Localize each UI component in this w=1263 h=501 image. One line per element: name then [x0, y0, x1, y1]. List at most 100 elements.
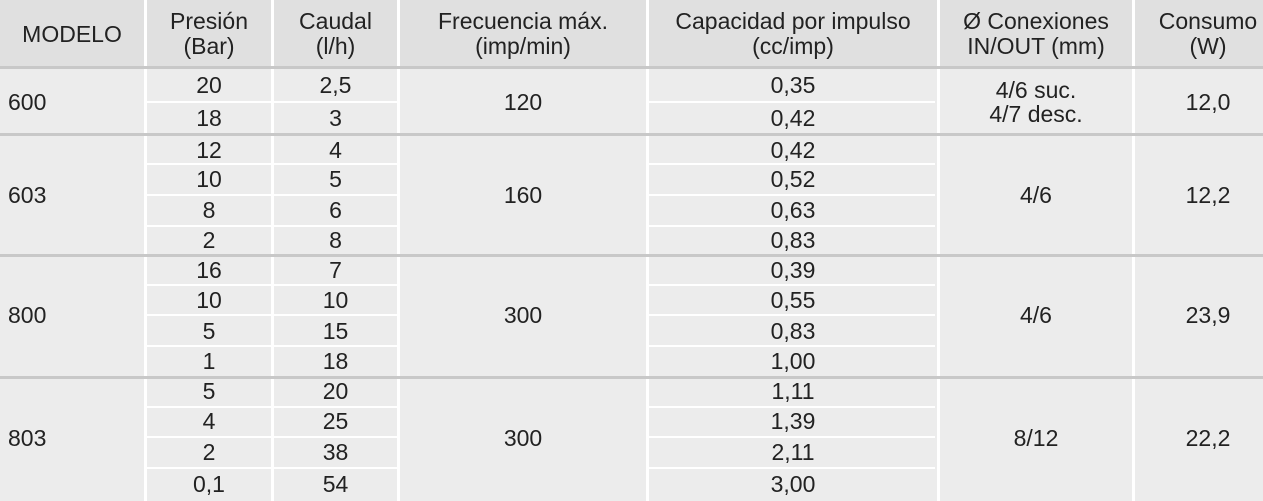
modelo-cell: 803: [0, 375, 144, 501]
row-divider: [647, 406, 935, 408]
row-divider: [274, 467, 397, 469]
row-divider: [0, 66, 1263, 69]
modelo-cell: 600: [0, 68, 144, 135]
presion-cell: 20: [147, 68, 271, 101]
header-consumo: Consumo (W): [1135, 0, 1263, 68]
capacidad-cell: 0,63: [649, 194, 937, 225]
caudal-cell: 25: [274, 406, 397, 436]
header-modelo: MODELO: [0, 0, 144, 68]
header-consumo-title: Consumo: [1158, 8, 1258, 34]
capacidad-cell: 2,11: [649, 436, 937, 467]
frecuencia-cell: 300: [400, 254, 646, 375]
presion-cell: 10: [147, 285, 271, 315]
capacidad-cell: 0,35: [649, 68, 937, 101]
header-conexiones-unit: IN/OUT (mm): [967, 33, 1105, 59]
row-divider: [0, 133, 1263, 136]
caudal-cell: 15: [274, 315, 397, 346]
caudal-cell: 18: [274, 346, 397, 375]
capacidad-cell: 0,55: [649, 285, 937, 315]
header-frecuencia-title: Frecuencia máx.: [437, 8, 608, 34]
row-divider: [274, 194, 397, 196]
presion-cell: 18: [147, 101, 271, 135]
consumo-cell: 12,0: [1135, 68, 1263, 135]
header-caudal: Caudal (l/h): [274, 0, 397, 68]
caudal-cell: 2,5: [274, 68, 397, 101]
header-caudal-title: Caudal: [299, 8, 372, 34]
caudal-cell: 54: [274, 467, 397, 501]
row-divider: [147, 101, 271, 103]
header-presion-unit: (Bar): [183, 33, 235, 59]
header-consumo-unit: (W): [1189, 33, 1227, 59]
caudal-cell: 20: [274, 375, 397, 406]
header-frecuencia: Frecuencia máx. (imp/min): [400, 0, 646, 68]
header-frecuencia-unit: (imp/min): [475, 33, 571, 59]
capacidad-cell: 3,00: [649, 467, 937, 501]
conexiones-line: 4/7 desc.: [989, 100, 1083, 127]
conexiones-cell: 4/6 suc. 4/7 desc.: [940, 68, 1132, 135]
modelo-cell: 800: [0, 254, 144, 375]
row-divider: [147, 284, 271, 286]
presion-cell: 5: [147, 375, 271, 406]
conexiones-cell: 8/12: [940, 375, 1132, 501]
row-divider: [274, 436, 397, 438]
conexiones-cell: 4/6: [940, 135, 1132, 254]
row-divider: [647, 225, 935, 227]
caudal-cell: 3: [274, 101, 397, 135]
caudal-cell: 38: [274, 436, 397, 467]
capacidad-cell: 0,42: [649, 135, 937, 164]
row-divider: [647, 163, 935, 165]
row-divider: [274, 345, 397, 347]
frecuencia-cell: 160: [400, 135, 646, 254]
header-presion: Presión (Bar): [147, 0, 271, 68]
capacidad-cell: 1,11: [649, 375, 937, 406]
header-capacidad-unit: (cc/imp): [752, 33, 834, 59]
header-conexiones: Ø Conexiones IN/OUT (mm): [940, 0, 1132, 68]
row-divider: [647, 194, 935, 196]
conexiones-line: 4/6: [1020, 301, 1052, 328]
row-divider: [647, 345, 935, 347]
consumo-cell: 23,9: [1135, 254, 1263, 375]
row-divider: [0, 254, 1263, 257]
caudal-cell: 5: [274, 164, 397, 194]
presion-cell: 1: [147, 346, 271, 375]
frecuencia-cell: 120: [400, 68, 646, 135]
header-modelo-label: MODELO: [22, 20, 122, 47]
header-caudal-unit: (l/h): [315, 33, 356, 59]
row-divider: [274, 314, 397, 316]
presion-cell: 16: [147, 254, 271, 285]
row-divider: [147, 436, 271, 438]
row-divider: [647, 101, 935, 103]
consumo-cell: 22,2: [1135, 375, 1263, 501]
modelo-cell: 603: [0, 135, 144, 254]
capacidad-cell: 0,52: [649, 164, 937, 194]
header-capacidad-title: Capacidad por impulso: [675, 8, 911, 34]
row-divider: [274, 163, 397, 165]
conexiones-line: 4/6: [1020, 181, 1052, 208]
capacidad-cell: 0,39: [649, 254, 937, 285]
presion-cell: 0,1: [147, 467, 271, 501]
header-capacidad: Capacidad por impulso (cc/imp): [649, 0, 937, 68]
caudal-cell: 8: [274, 225, 397, 254]
capacidad-cell: 0,83: [649, 315, 937, 346]
row-divider: [147, 225, 271, 227]
row-divider: [274, 406, 397, 408]
presion-cell: 4: [147, 406, 271, 436]
frecuencia-cell: 300: [400, 375, 646, 501]
presion-cell: 8: [147, 194, 271, 225]
presion-cell: 2: [147, 436, 271, 467]
capacidad-cell: 0,42: [649, 101, 937, 135]
caudal-cell: 4: [274, 135, 397, 164]
header-presion-title: Presión: [170, 8, 248, 34]
header-conexiones-title: Ø Conexiones: [963, 8, 1109, 34]
capacidad-cell: 1,00: [649, 346, 937, 375]
presion-cell: 5: [147, 315, 271, 346]
row-divider: [0, 376, 1263, 379]
row-divider: [274, 284, 397, 286]
capacidad-cell: 1,39: [649, 406, 937, 436]
row-divider: [647, 467, 935, 469]
caudal-cell: 7: [274, 254, 397, 285]
row-divider: [147, 163, 271, 165]
presion-cell: 10: [147, 164, 271, 194]
conexiones-line: 4/6 suc.: [995, 76, 1077, 103]
